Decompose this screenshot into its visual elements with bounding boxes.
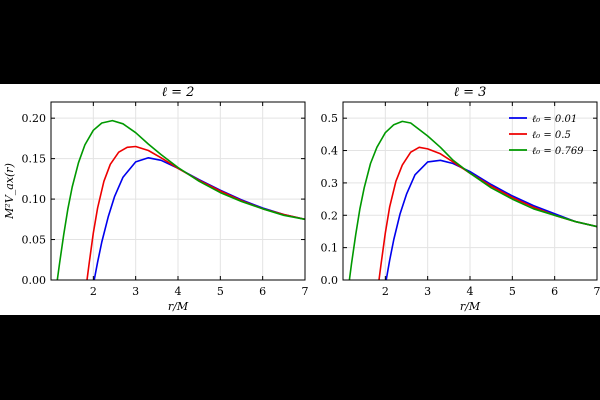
x-tick-label: 2	[90, 285, 97, 298]
chart-svg: 2 3 4 5 6 70.000.050.100.150.20ℓ = 2r/MM²V_ax…	[3, 85, 600, 313]
legend-label-2: ℓ₀ = 0.769	[532, 146, 584, 157]
panel-title: ℓ = 3	[454, 85, 487, 100]
x-tick-label: 7	[594, 285, 600, 298]
x-tick-label: 2	[382, 285, 389, 298]
y-tick-label: 0.5	[321, 112, 339, 125]
y-tick-label: 0.2	[321, 209, 339, 222]
series-line-1	[86, 145, 305, 280]
x-axis-label: r/M	[168, 300, 189, 313]
series-line-0	[93, 157, 305, 280]
panel-l3: 2 3 4 5 6 7 0.0 0.1 0.2 0.3 0.4 0.5 ℓ = 3 r/M ℓ₀ = 0.0…	[321, 85, 600, 313]
y-tick-label: 0.4	[321, 145, 339, 158]
y-tick-label: 0.1	[321, 242, 339, 255]
legend: ℓ₀ = 0.01 ℓ₀ = 0.5 ℓ₀ = 0.769	[509, 114, 584, 157]
y-tick-label: 0.0	[321, 274, 339, 287]
series-line-2	[348, 120, 597, 280]
y-axis-label: M²V_ax(r)	[3, 163, 16, 220]
x-tick-label: 6	[551, 285, 558, 298]
series-line-1	[378, 146, 597, 280]
y-tick-label: 0.3	[321, 177, 339, 190]
x-tick-label: 4	[175, 285, 182, 298]
panel-title: ℓ = 2	[162, 85, 195, 100]
y-tick-label: 0.10	[22, 193, 47, 206]
x-tick-label: 6	[259, 285, 266, 298]
x-tick-label: 5	[509, 285, 516, 298]
x-tick-label: 7	[302, 285, 309, 298]
y-tick-label: 0.20	[22, 112, 47, 125]
series-line-0	[385, 159, 597, 280]
figure: 2 3 4 5 6 7 0.00 0.05 0.10 0.15 0.20 ℓ = 2 r/M M²V_ax…	[0, 84, 600, 315]
x-tick-label: 4	[467, 285, 474, 298]
legend-label-1: ℓ₀ = 0.5	[532, 130, 571, 141]
x-tick-label: 3	[424, 285, 431, 298]
series-line-2	[56, 119, 305, 280]
y-tick-label: 0.15	[22, 153, 47, 166]
y-tick-label: 0.05	[22, 234, 47, 247]
legend-label-0: ℓ₀ = 0.01	[532, 114, 577, 125]
x-axis-label: r/M	[460, 300, 481, 313]
y-tick-label: 0.00	[22, 274, 47, 287]
x-tick-label: 5	[217, 285, 224, 298]
x-tick-label: 3	[132, 285, 139, 298]
panel-l2: 2 3 4 5 6 7 0.00 0.05 0.10 0.15 0.20 ℓ = 2 r/M M²V_ax…	[3, 85, 309, 313]
